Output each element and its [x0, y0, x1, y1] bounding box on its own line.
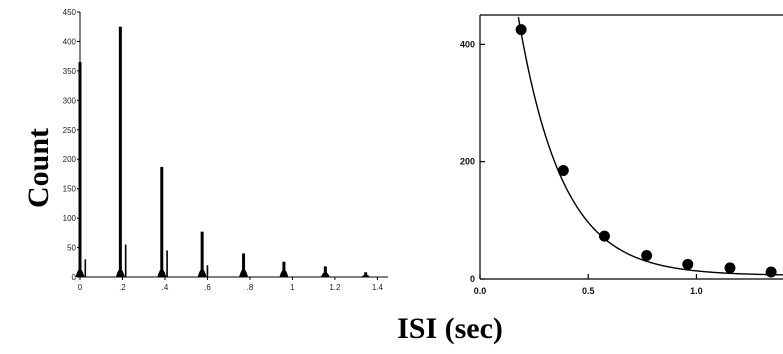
histogram-x-tick-label: .2 — [119, 283, 126, 292]
histogram-y-tick-label: 100 — [63, 214, 77, 223]
decay-data-point — [598, 230, 610, 242]
histogram-y-tick-label: 200 — [63, 155, 77, 164]
decay-data-point — [724, 262, 736, 274]
histogram-secondary-bar — [166, 250, 168, 277]
histogram-peak-bar — [118, 26, 122, 277]
histogram-y-tick-label: 250 — [63, 126, 77, 135]
histogram-peak-base — [197, 269, 207, 277]
histogram-x-tick-label: 1 — [290, 283, 295, 292]
decay-x-tick-label: 1.0 — [690, 286, 703, 296]
histogram-secondary-bar — [84, 259, 87, 277]
decay-y-tick-label: 0 — [470, 274, 475, 284]
histogram-x-tick-label: 1.2 — [329, 283, 341, 292]
decay-data-point — [682, 258, 694, 270]
histogram-peak-base — [115, 269, 125, 277]
decay-data-point — [557, 164, 569, 176]
histogram-peak-base — [239, 269, 249, 277]
histogram-secondary-bar — [206, 265, 209, 277]
histogram-y-tick-label: 450 — [63, 8, 77, 17]
histogram-peak-base — [320, 271, 330, 277]
histogram-y-tick-label: 400 — [63, 37, 77, 46]
histogram-x-tick-label: .4 — [162, 283, 169, 292]
histogram-y-tick-label: 300 — [63, 96, 77, 105]
histogram-peak-bar — [78, 62, 82, 277]
histogram-y-tick-label: 0 — [72, 273, 77, 282]
decay-data-point — [515, 24, 527, 36]
histogram-peak-bar — [242, 253, 246, 277]
histogram-secondary-bar — [124, 244, 127, 277]
histogram-y-tick-label: 50 — [67, 244, 76, 253]
histogram-x-tick-label: 1.4 — [372, 283, 384, 292]
histogram-peak-bar — [200, 231, 204, 277]
decay-data-point — [765, 266, 777, 278]
histogram-peak-base — [279, 269, 289, 277]
decay-y-tick-label: 200 — [460, 157, 475, 167]
decay-x-tick-label: 0.5 — [582, 286, 595, 296]
isi-histogram-chart: 0 50 100 150 200 250 300 350 400 450 0 .2 .4 .6 .8 1 1.… — [63, 8, 388, 292]
histogram-peak-bar — [160, 166, 164, 277]
histogram-y-tick-label: 150 — [63, 185, 77, 194]
y-axis-label: Count — [22, 128, 55, 208]
x-axis-label: ISI (sec) — [397, 312, 503, 345]
histogram-peak-base — [157, 269, 167, 277]
histogram-y-tick-label: 350 — [63, 67, 77, 76]
decay-data-point — [641, 250, 653, 262]
decay-x-tick-label: 0.0 — [474, 286, 487, 296]
histogram-x-tick-label: .8 — [247, 283, 254, 292]
histogram-x-tick-label: 0 — [78, 283, 83, 292]
histogram-peak-base — [75, 269, 85, 277]
histogram-peak-base — [361, 274, 371, 277]
decay-y-tick-label: 400 — [460, 39, 475, 49]
histogram-x-tick-label: .6 — [204, 283, 211, 292]
peak-decay-chart: 0 200 400 0.0 0.5 1.0 — [460, 14, 783, 296]
exponential-fit-curve — [517, 17, 783, 276]
